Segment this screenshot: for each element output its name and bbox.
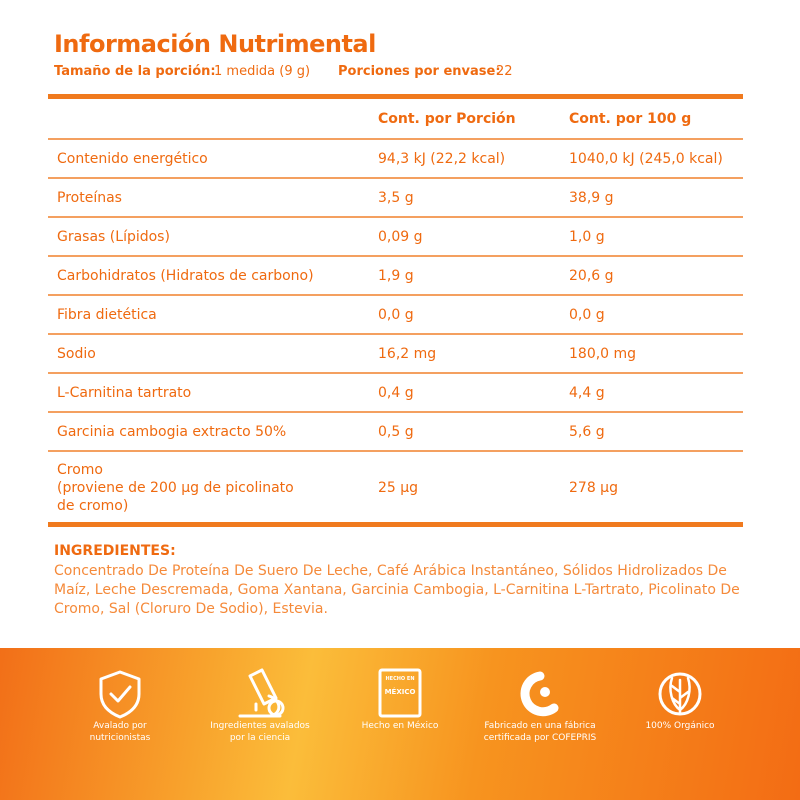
mexico-icon-text: HECHO EN [385, 676, 414, 682]
row-rule [48, 177, 743, 179]
value-cell: 94,3 kJ (22,2 kcal) [378, 150, 506, 167]
value-cell: 5,6 g [569, 423, 605, 440]
organic-circle [658, 672, 702, 716]
check-icon [109, 685, 132, 703]
badge-label: 100% Orgánico [645, 721, 715, 731]
nutrient-label: Sodio [57, 345, 96, 362]
row-rule [48, 294, 743, 296]
row-rule [48, 138, 743, 140]
row-rule [48, 333, 743, 335]
value-cell: 180,0 mg [569, 345, 637, 362]
row-rule [48, 372, 743, 374]
serving-label: Tamaño de la porción: [54, 64, 216, 79]
badge-label: Ingredientes avalados por la ciencia [210, 721, 310, 743]
mexico-icon [378, 668, 422, 718]
badge-label: Fabricado en una fábrica certificada por… [483, 721, 597, 743]
value-cell: 4,4 g [569, 384, 605, 401]
ingredients-title: INGREDIENTES: [54, 543, 176, 559]
microscope-icon [238, 668, 282, 718]
badge-label: Hecho en México [361, 721, 439, 731]
servings-value: 22 [496, 64, 513, 79]
nutrient-label: Carbohidratos (Hidratos de carbono) [57, 267, 314, 284]
value-cell: 16,2 mg [378, 345, 437, 362]
row-rule [48, 216, 743, 218]
value-cell: 38,9 g [569, 189, 614, 206]
badge-label: Avalado por nutricionistas [89, 721, 151, 743]
servings-label: Porciones por envase: [338, 64, 501, 79]
value-cell: 1040,0 kJ (245,0 kcal) [569, 150, 723, 167]
value-cell: 1,0 g [569, 228, 605, 245]
nutrient-label: Cromo (proviene de 200 µg de picolinato … [57, 462, 294, 514]
mexico-icon-text: MÉXICO [385, 687, 416, 696]
value-cell: 0,5 g [378, 423, 414, 440]
value-cell: 25 µg [378, 480, 419, 496]
row-rule [48, 255, 743, 257]
value-cell: 0,09 g [378, 228, 423, 245]
serving-value: 1 medida (9 g) [214, 64, 311, 79]
nutrient-label: Contenido energético [57, 150, 208, 167]
ingredients-text: Concentrado De Proteína De Suero De Lech… [54, 563, 740, 617]
badges-banner: HECHO EN MÉXICO Avalado por nutricionist… [0, 648, 800, 800]
nutrient-label: Fibra dietética [57, 306, 157, 323]
value-cell: 20,6 g [569, 267, 614, 284]
value-cell: 1,9 g [378, 267, 414, 284]
shield-icon [99, 670, 141, 719]
value-cell: 278 µg [569, 480, 618, 496]
badge-icons: HECHO EN MÉXICO [99, 668, 702, 719]
value-cell: 0,0 g [378, 306, 414, 323]
leaf-icon [669, 676, 691, 714]
nutrient-label: Proteínas [57, 189, 122, 206]
value-cell: 3,5 g [378, 189, 414, 206]
check-circle-icon [267, 699, 285, 717]
nutrient-label: Grasas (Lípidos) [57, 228, 170, 245]
cofepris-icon [520, 671, 559, 717]
nutrient-label: L-Carnitina tartrato [57, 384, 192, 401]
value-cell: 0,0 g [569, 306, 605, 323]
column-header: Cont. por Porción [378, 110, 516, 127]
table-top-rule [48, 94, 743, 99]
row-rule [48, 411, 743, 413]
nutrient-label: Garcinia cambogia extracto 50% [57, 423, 287, 440]
row-rule [48, 450, 743, 452]
cofepris-dot [540, 687, 550, 697]
table-bottom-rule [48, 522, 743, 527]
column-header: Cont. por 100 g [569, 110, 692, 127]
value-cell: 0,4 g [378, 384, 414, 401]
title: Información Nutrimental [54, 30, 376, 58]
